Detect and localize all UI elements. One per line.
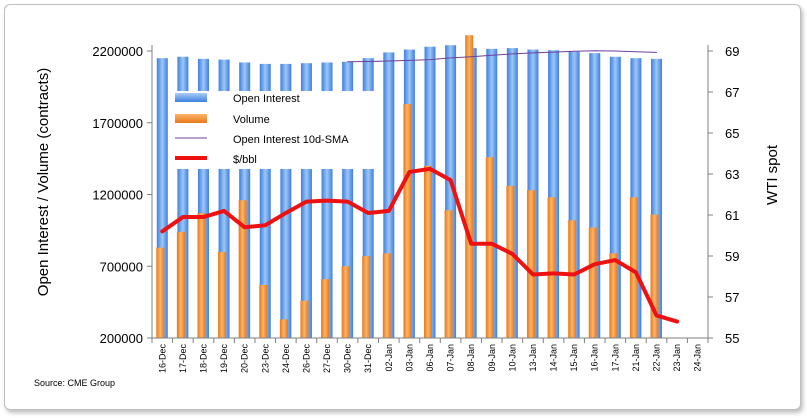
x-tick-label-23-Jan: 23-Jan — [672, 344, 682, 372]
volume-bar-24-Dec — [279, 319, 288, 338]
volume-bar-23-Dec — [259, 284, 268, 338]
x-tick-label-19-Dec: 19-Dec — [219, 344, 229, 374]
open-interest-bar-16-Dec — [156, 58, 168, 339]
x-tick-label-17-Jan: 17-Jan — [610, 344, 620, 372]
y-right-tick-label: 61 — [725, 208, 739, 223]
volume-bar-17-Jan — [609, 253, 618, 338]
volume-bar-03-Jan — [403, 104, 412, 338]
legend-label-open-interest: Open Interest — [233, 93, 300, 105]
legend-label-oi-sma: Open Interest 10d-SMA — [233, 134, 349, 146]
volume-bar-21-Jan — [629, 197, 638, 338]
y-left-tick-label: 1200000 — [92, 188, 143, 203]
volume-bar-08-Jan — [465, 35, 474, 339]
x-tick-label-15-Jan: 15-Jan — [569, 344, 579, 372]
y-left-tick-label: 200000 — [100, 331, 143, 346]
open-interest-bar-17-Jan — [609, 56, 621, 339]
y-left-tick-label: 700000 — [100, 259, 143, 274]
x-tick-label-10-Jan: 10-Jan — [507, 344, 517, 372]
y-axis-title-right: WTI spot — [764, 144, 781, 205]
volume-bar-30-Dec — [341, 266, 350, 338]
legend-label-wti: $/bbl — [233, 154, 257, 166]
volume-bar-06-Jan — [424, 165, 432, 338]
y-right-tick-label: 67 — [725, 85, 739, 100]
x-tick-label-22-Jan: 22-Jan — [652, 344, 662, 372]
x-tick-label-27-Dec: 27-Dec — [322, 344, 332, 374]
y-left-tick-label: 2200000 — [92, 44, 143, 59]
y-right-tick-label: 57 — [725, 290, 739, 305]
volume-bar-16-Jan — [588, 227, 597, 338]
x-tick-label-16-Jan: 16-Jan — [590, 344, 600, 372]
x-tick-label-07-Jan: 07-Jan — [446, 344, 456, 372]
source-note: Source: CME Group — [34, 378, 115, 388]
lines-layer — [160, 50, 680, 324]
x-tick-label-14-Jan: 14-Jan — [549, 344, 559, 372]
volume-bar-16-Dec — [156, 247, 165, 338]
x-tick-label-17-Dec: 17-Dec — [178, 344, 188, 374]
y-right-tick-label: 59 — [725, 249, 739, 264]
volume-bar-10-Jan — [506, 185, 515, 338]
x-tick-label-26-Dec: 26-Dec — [301, 344, 311, 374]
x-tick-label-18-Dec: 18-Dec — [198, 344, 208, 374]
open-interest-bar-14-Jan — [548, 50, 560, 338]
open-interest-bar-17-Dec — [177, 56, 189, 339]
x-tick-label-30-Dec: 30-Dec — [343, 344, 353, 374]
legend-swatch-volume — [175, 114, 207, 123]
open-interest-bar-07-Jan — [445, 45, 457, 338]
open-interest-bar-20-Dec — [239, 62, 251, 338]
legend-label-volume: Volume — [233, 114, 270, 126]
volume-bar-17-Dec — [176, 231, 185, 338]
volume-bar-19-Dec — [218, 251, 227, 338]
open-interest-bar-22-Jan — [651, 58, 663, 339]
x-tick-label-02-Jan: 02-Jan — [384, 344, 394, 372]
open-interest-bar-16-Jan — [589, 53, 601, 339]
wti-price-line — [160, 166, 680, 324]
volume-bar-15-Jan — [568, 220, 577, 338]
volume-bar-26-Dec — [300, 300, 309, 338]
x-tick-label-23-Dec: 23-Dec — [260, 344, 270, 374]
open-interest-bar-15-Jan — [568, 51, 580, 338]
x-tick-label-20-Dec: 20-Dec — [240, 344, 250, 374]
x-tick-label-21-Jan: 21-Jan — [631, 344, 641, 372]
y-right-tick-label: 65 — [725, 126, 739, 141]
open-interest-bar-31-Dec — [362, 58, 374, 339]
x-tick-label-08-Jan: 08-Jan — [466, 344, 476, 372]
oi-sma-line — [347, 50, 658, 63]
x-tick-label-06-Jan: 06-Jan — [425, 344, 435, 372]
open-interest-bar-18-Dec — [197, 58, 209, 339]
axes-layer: 2200000 1700000 1200000 700000 200000 69 67 65 6… — [92, 44, 739, 373]
x-tick-label-24-Jan: 24-Jan — [693, 344, 703, 372]
x-tick-label-24-Dec: 24-Dec — [281, 344, 291, 374]
x-tick-label-13-Jan: 13-Jan — [528, 344, 538, 372]
volume-bar-27-Dec — [321, 279, 330, 338]
bars-layer — [156, 35, 663, 339]
volume-bar-31-Dec — [362, 256, 371, 338]
open-interest-volume-chart: 2200000 1700000 1200000 700000 200000 69 67 65 6… — [34, 35, 781, 388]
x-tick-label-03-Jan: 03-Jan — [404, 344, 414, 372]
y-right-tick-label: 69 — [725, 44, 739, 59]
x-tick-label-16-Dec: 16-Dec — [157, 344, 167, 374]
open-interest-bar-02-Jan — [383, 52, 395, 339]
legend: Open Interest Volume Open Interest 10d-S… — [175, 93, 349, 166]
volume-bar-22-Jan — [650, 214, 659, 338]
y-right-tick-label: 63 — [725, 167, 739, 182]
volume-bar-13-Jan — [526, 190, 535, 338]
volume-bar-14-Jan — [547, 197, 556, 338]
legend-swatch-open-interest — [175, 93, 207, 102]
volume-bar-18-Dec — [197, 213, 206, 338]
x-tick-label-09-Jan: 09-Jan — [487, 344, 497, 372]
y-left-tick-label: 1700000 — [92, 116, 143, 131]
chart-frame: 2200000 1700000 1200000 700000 200000 69 67 65 6… — [4, 4, 801, 410]
y-axis-title-left: Open Interest / Volume (contracts) — [35, 68, 52, 296]
x-tick-label-31-Dec: 31-Dec — [363, 344, 373, 374]
volume-bar-20-Dec — [238, 200, 247, 338]
open-interest-bar-19-Dec — [218, 59, 230, 339]
y-right-tick-label: 55 — [725, 331, 739, 346]
volume-bar-07-Jan — [444, 210, 453, 338]
open-interest-bar-24-Dec — [280, 63, 292, 338]
open-interest-bar-23-Dec — [259, 63, 271, 338]
volume-bar-09-Jan — [485, 157, 494, 338]
volume-bar-02-Jan — [382, 253, 391, 338]
